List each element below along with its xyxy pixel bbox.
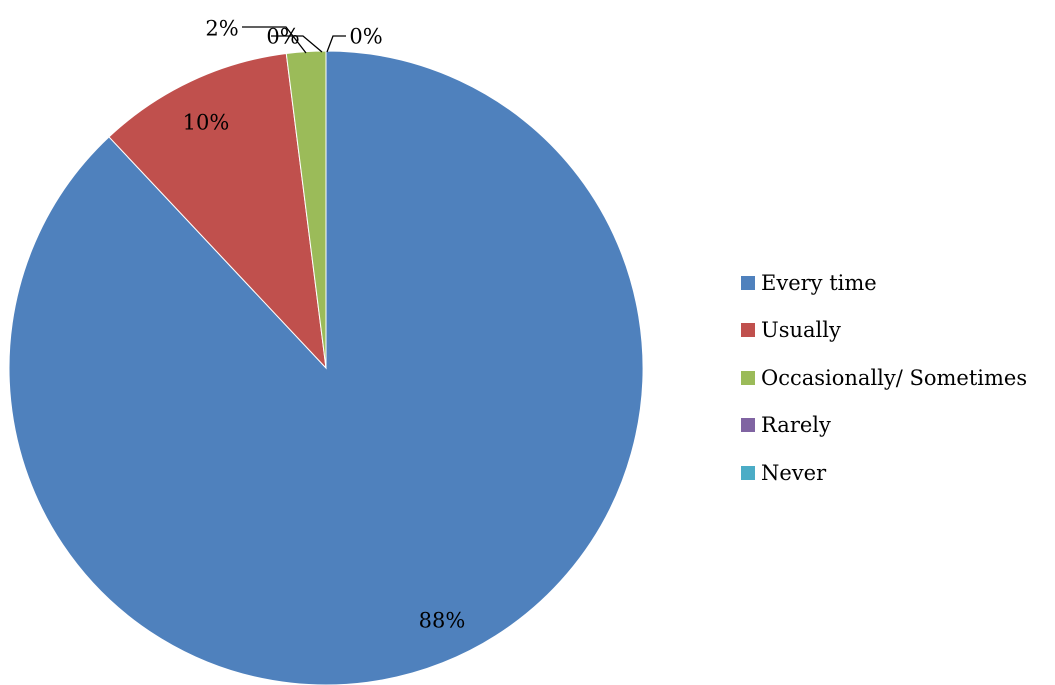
legend-label: Rarely [761, 413, 831, 438]
legend-item-usually: Usually [741, 307, 1027, 355]
data-label-rarely: 0% [266, 25, 299, 49]
legend: Every time Usually Occasionally/ Sometimes… [741, 259, 1027, 497]
leader-line-never [326, 35, 346, 53]
legend-label: Never [761, 460, 827, 485]
legend-swatch [741, 418, 755, 433]
data-label-usually: 10% [183, 111, 230, 135]
legend-item-occasionally-sometimes: Occasionally/ Sometimes [741, 354, 1027, 402]
legend-item-rarely: Rarely [741, 402, 1027, 450]
data-label-every-time: 88% [419, 609, 466, 633]
legend-label: Usually [761, 318, 841, 343]
legend-item-never: Never [741, 449, 1027, 497]
legend-label: Every time [761, 270, 877, 295]
data-label-occasionally-sometimes: 2% [205, 17, 238, 41]
leader-lines [242, 26, 346, 54]
data-label-never: 0% [349, 25, 382, 49]
leader-line-occasionally-sometimes [242, 26, 307, 54]
legend-swatch [741, 370, 755, 385]
data-labels: 88% 10% 2% 0% 0% [183, 17, 466, 633]
legend-swatch [741, 323, 755, 338]
legend-swatch [741, 275, 755, 290]
leader-line-rarely [271, 35, 323, 53]
legend-swatch [741, 465, 755, 480]
pie-slice-usually [108, 52, 327, 370]
legend-label: Occasionally/ Sometimes [761, 365, 1028, 390]
legend-item-every-time: Every time [741, 259, 1027, 307]
pie-slices [8, 50, 644, 685]
pie-slice-occasionally-sometimes [285, 50, 327, 369]
